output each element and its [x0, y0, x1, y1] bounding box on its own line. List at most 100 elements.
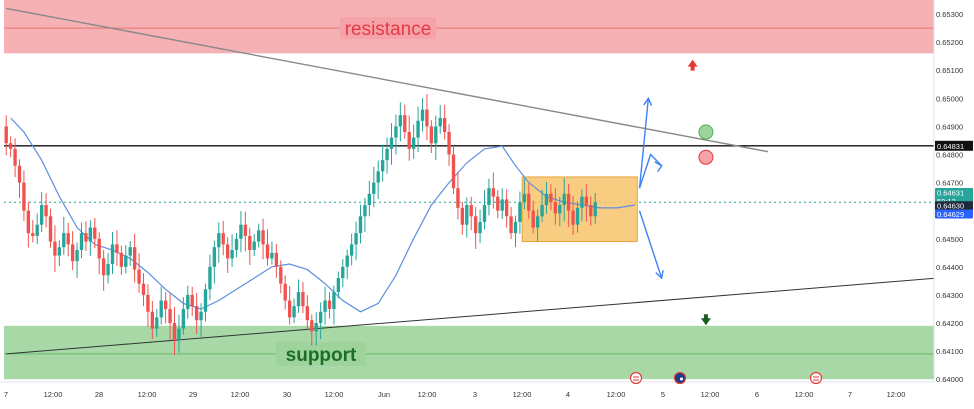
candle-body	[155, 317, 159, 329]
candle-body	[380, 160, 385, 172]
candle-body	[305, 306, 310, 321]
candle-body	[589, 205, 593, 217]
candle-body	[407, 132, 411, 149]
scenario-up-arrow	[638, 96, 653, 189]
candle	[518, 191, 522, 234]
candle	[407, 115, 411, 161]
candle-body	[465, 205, 469, 225]
candle	[358, 204, 363, 244]
resistance-zone	[4, 0, 934, 54]
candle	[146, 284, 150, 327]
candle-body	[478, 221, 482, 234]
candle	[261, 218, 265, 260]
candle	[225, 237, 230, 273]
candle	[101, 250, 106, 291]
candle	[31, 220, 35, 243]
x-axis[interactable]: 7 12:00 28 12:00 29 12:00 30 12:00 Jun 12:00 3 12:0…	[0, 371, 974, 405]
price-badge-bg	[935, 209, 973, 219]
candle	[438, 104, 442, 134]
candle	[88, 220, 93, 256]
candle	[549, 184, 553, 211]
candle	[230, 234, 234, 268]
candle-body	[172, 323, 177, 340]
candle-body	[119, 252, 124, 267]
candle	[522, 178, 527, 210]
candle-body	[527, 193, 531, 211]
candle	[349, 233, 354, 266]
candle	[75, 242, 79, 278]
candle	[155, 308, 159, 337]
candle-body	[194, 306, 199, 321]
candle	[504, 189, 509, 228]
candle	[367, 180, 372, 217]
candle-body	[256, 230, 261, 242]
us-event-flag-icon	[809, 371, 823, 385]
trendlines-layer	[6, 7, 972, 355]
candle-body	[336, 278, 341, 293]
candle-body	[491, 188, 496, 197]
candle	[398, 102, 403, 142]
y-tick-label: 0.65200	[936, 38, 963, 47]
candle	[119, 245, 124, 275]
candle-body	[17, 165, 22, 183]
candle-body	[420, 109, 425, 121]
price-badge: 0.64629	[935, 209, 973, 219]
candle-body	[376, 171, 380, 183]
candle	[194, 292, 199, 335]
y-tick-label: 0.65000	[936, 94, 963, 103]
candle-body	[252, 241, 256, 250]
resistance-trendline	[6, 7, 769, 153]
candle	[341, 259, 345, 288]
x-tick-label: 4	[566, 390, 570, 399]
candle	[70, 231, 75, 270]
candle-body	[265, 244, 270, 259]
x-tick-label: 7	[4, 390, 8, 399]
candle	[296, 279, 301, 313]
candle	[416, 106, 420, 153]
y-tick-label: 0.65300	[936, 10, 963, 19]
candle-body	[372, 182, 376, 194]
candle-body	[593, 202, 597, 217]
candle-body	[132, 247, 137, 270]
consolidation-box-layer	[521, 176, 638, 243]
x-tick-label: 12:00	[44, 390, 63, 399]
candle	[571, 196, 575, 235]
candle	[473, 207, 478, 249]
candle-body	[341, 266, 345, 279]
key-level-badge-bg	[935, 140, 973, 151]
x-tick-label: 7	[848, 390, 852, 399]
scenario-up-arrow-shaft	[638, 98, 650, 189]
candle	[256, 223, 261, 248]
candle-body	[496, 196, 500, 211]
candle-body	[287, 300, 292, 318]
candle-body	[181, 308, 186, 329]
candle-body	[296, 292, 301, 307]
candle-body	[385, 148, 389, 161]
candle-body	[141, 283, 146, 295]
candle	[562, 178, 566, 222]
candle	[217, 222, 221, 263]
grid-layer	[4, 145, 934, 203]
candle-body	[57, 247, 62, 256]
candle-body	[429, 126, 434, 144]
candle	[482, 190, 487, 230]
resistance-label-bg	[340, 17, 436, 40]
candle	[265, 229, 270, 266]
candle-body	[93, 227, 97, 239]
x-tick-label: 12:00	[513, 390, 532, 399]
candle-body	[234, 238, 239, 250]
scenario-retest-shaft	[638, 153, 663, 189]
event-flag-star	[680, 377, 683, 381]
candle-body	[13, 148, 17, 166]
candle-body	[354, 233, 358, 245]
price-badge-value: 0.64630	[937, 202, 964, 211]
x-tick-label: 29	[189, 390, 197, 399]
y-tick-label: 0.65100	[936, 66, 963, 75]
candle	[442, 104, 447, 140]
candle-body	[248, 235, 252, 250]
candle-body	[31, 233, 35, 236]
scenario-down-arrow-head	[655, 270, 664, 280]
